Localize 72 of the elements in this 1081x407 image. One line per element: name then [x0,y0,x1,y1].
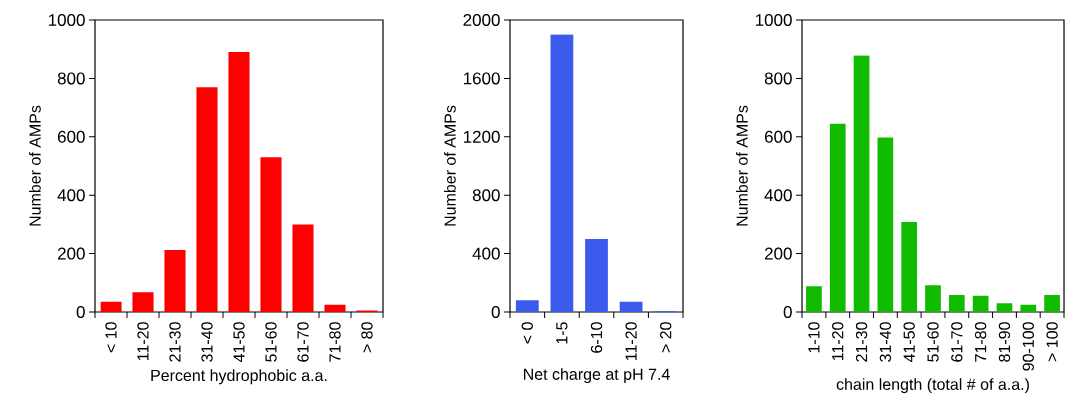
y-tick-label: 1200 [463,130,500,143]
x-tick-label: 31-40 [201,322,213,362]
x-axis-title: chain length (total # of a.a.) [836,378,1029,394]
x-tick-label: 81-90 [998,322,1011,362]
bar [164,250,186,312]
bar [515,300,539,312]
y-tick-label: 1000 [755,13,792,27]
y-tick-label: 600 [57,130,85,143]
x-tick-label: 11-20 [625,322,637,361]
bar [292,224,314,312]
y-axis-title: Number of AMPs [444,105,456,226]
x-tick-label: 41-50 [903,322,915,363]
y-tick-label: 1000 [48,13,85,27]
x-axis-title: Percent hydrophobic a.a. [151,369,327,385]
y-tick-label: 200 [764,247,792,260]
x-tick-label: 21-30 [169,322,181,362]
x-tick-label: 1-5 [556,322,568,344]
x-tick-label: 51-60 [265,322,277,362]
bar [806,286,822,312]
bar [877,137,894,312]
x-tick-label: 11-20 [832,322,844,361]
bar [853,55,870,312]
bar [829,123,846,312]
y-tick-label: 400 [472,247,500,260]
y-tick-label: 600 [764,130,792,143]
bar [619,301,643,312]
x-tick-label: < 0 [521,322,533,344]
bar [132,292,154,312]
bar [925,285,941,312]
y-tick-label: 0 [491,305,500,319]
x-tick-label: 61-70 [951,322,963,362]
x-axis-title: Net charge at pH 7.4 [524,368,670,384]
bar [948,295,965,312]
y-tick-label: 800 [764,72,792,85]
y-tick-label: 400 [57,189,85,202]
x-tick-label: 31-40 [879,322,892,362]
bar [100,301,122,312]
bar [228,52,250,312]
y-tick-label: 800 [472,189,500,202]
x-tick-label: < 10 [105,322,117,353]
bar [901,222,918,312]
bar [996,303,1013,312]
bar [260,157,282,312]
bar [585,239,608,312]
x-tick-label: > 20 [660,322,672,353]
x-tick-label: 71-80 [974,322,987,362]
x-tick-label: 71-80 [329,322,341,362]
y-axis-title: Number of AMPs [29,105,41,226]
x-tick-label: 51-60 [927,322,939,362]
bar [550,34,574,312]
y-axis-title: Number of AMPs [736,105,748,226]
y-tick-label: 200 [57,247,85,260]
x-tick-label: 61-70 [297,322,309,362]
x-tick-label: > 100 [1046,322,1058,362]
x-tick-label: 21-30 [855,322,868,362]
x-tick-label: 6-10 [590,322,603,353]
bar [1044,295,1060,312]
bar [972,295,989,312]
bar [1020,304,1037,312]
y-tick-label: 0 [783,305,792,319]
y-tick-label: 800 [57,72,85,85]
y-tick-label: 2000 [463,13,500,27]
x-tick-label: 90-100 [1022,322,1034,371]
x-tick-label: 1-10 [808,322,820,353]
y-tick-label: 400 [764,189,792,202]
bar [324,304,346,312]
bar [196,87,218,312]
x-tick-label: 41-50 [233,322,245,363]
x-tick-label: 11-20 [137,322,149,361]
x-tick-label: > 80 [361,322,373,353]
y-tick-label: 0 [76,305,85,319]
y-tick-label: 1600 [463,72,500,85]
